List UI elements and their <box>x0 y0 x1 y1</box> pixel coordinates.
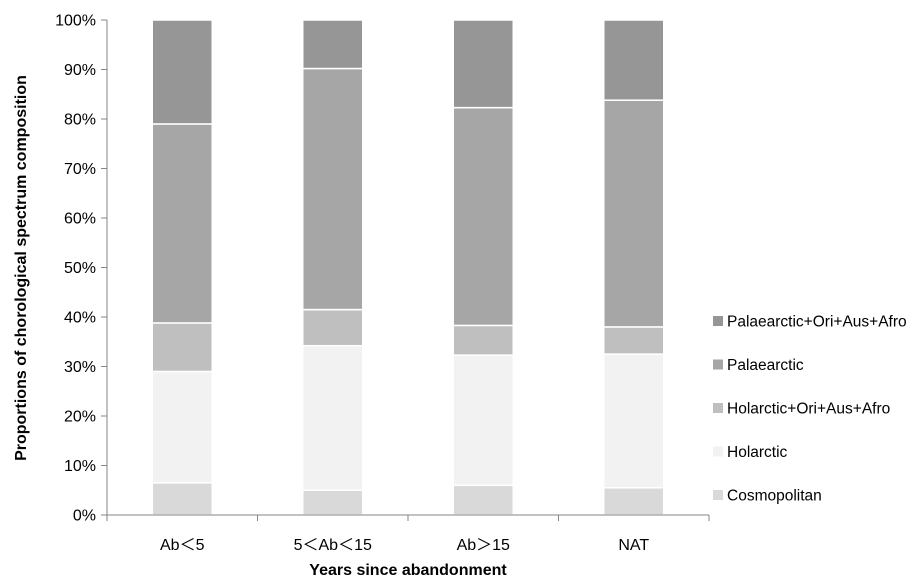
bar-segment <box>452 106 514 327</box>
bar-segment <box>603 326 665 355</box>
bar-segment <box>151 19 213 125</box>
bar-segment <box>151 123 213 324</box>
bar-segment <box>452 484 514 516</box>
y-tick-labels: 0% 10% 20% 30% 40% 50% 60% 70% 80% 90% 100% <box>55 13 96 525</box>
y-tick-label: 40% <box>64 310 96 327</box>
bar-segment <box>302 67 364 311</box>
bar-segment <box>302 489 364 516</box>
y-tick-label: 90% <box>64 62 96 79</box>
bar-segment <box>603 487 665 516</box>
bar-segment <box>452 19 514 109</box>
bars-group <box>151 19 665 516</box>
bar-segment <box>302 308 364 347</box>
bar-segment <box>603 19 665 101</box>
x-tick-label: NAT <box>618 537 649 554</box>
y-tick-label: 50% <box>64 260 96 277</box>
x-tick-label: Ab＜5 <box>160 537 205 554</box>
x-tick-label: 5＜Ab＜15 <box>294 537 372 554</box>
legend-label: Palaearctic+Ori+Aus+Afro <box>727 314 906 331</box>
legend-label: Palaearctic <box>727 357 804 374</box>
bar-segment <box>603 99 665 328</box>
y-tick-label: 0% <box>73 508 96 525</box>
bar-segment <box>452 324 514 356</box>
legend-item: Palaearctic+Ori+Aus+Afro <box>713 314 906 331</box>
legend-item: Holarctic+Ori+Aus+Afro <box>713 401 890 418</box>
bar-segment <box>452 354 514 487</box>
legend-swatch <box>713 446 723 457</box>
legend-label: Holarctic <box>727 444 788 461</box>
bar-segment <box>302 19 364 70</box>
y-tick-label: 30% <box>64 359 96 376</box>
legend: Palaearctic+Ori+Aus+Afro Palaearctic Holar… <box>713 314 906 505</box>
legend-swatch <box>713 316 723 326</box>
legend-label: Holarctic+Ori+Aus+Afro <box>727 401 890 418</box>
legend-item: Holarctic <box>713 444 788 461</box>
bar-segment <box>151 482 213 516</box>
legend-swatch <box>713 490 723 500</box>
y-tick-label: 20% <box>64 409 96 426</box>
y-axis-title: Proportions of chorological spectrum com… <box>13 75 30 461</box>
axes-group <box>101 19 710 521</box>
bar-segment <box>302 344 364 491</box>
y-tick-label: 100% <box>55 13 96 30</box>
bar-segment <box>151 370 213 484</box>
x-tick-labels: Ab＜5 5＜Ab＜15 Ab＞15 NAT <box>160 537 649 554</box>
legend-swatch <box>713 403 723 413</box>
legend-item: Cosmopolitan <box>713 488 822 505</box>
bar-segment <box>603 353 665 489</box>
y-tick-label: 70% <box>64 161 96 178</box>
legend-swatch <box>713 359 723 370</box>
legend-label: Cosmopolitan <box>727 488 822 505</box>
x-tick-label: Ab＞15 <box>457 537 510 554</box>
x-axis-title: Years since abandonment <box>309 562 507 579</box>
y-tick-label: 10% <box>64 458 96 475</box>
y-tick-label: 80% <box>64 112 96 129</box>
y-tick-label: 60% <box>64 211 96 228</box>
bar-segment <box>151 322 213 373</box>
legend-item: Palaearctic <box>713 357 804 374</box>
